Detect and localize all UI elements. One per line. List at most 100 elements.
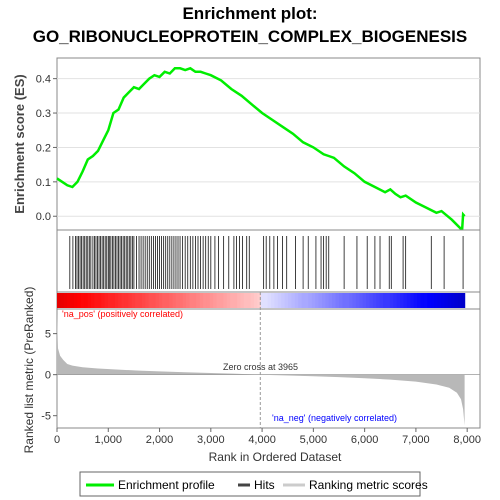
ranking-bar-segment — [70, 293, 75, 308]
x-tick-label: 7,000 — [402, 434, 430, 446]
es-tick-label: 0.4 — [36, 74, 51, 86]
ranking-bar-segment — [372, 293, 377, 308]
ranking-bar-segment — [359, 293, 364, 308]
ranking-bar-segment — [145, 293, 150, 308]
ranking-bar-segment — [220, 293, 225, 308]
ranking-bar-segment — [192, 293, 197, 308]
ranking-bar-segment — [84, 293, 89, 308]
ranking-bar-segment — [203, 293, 208, 308]
ranking-bar-segment — [383, 293, 388, 308]
ranking-bar-segment — [389, 293, 394, 308]
ranking-bar-segment — [138, 293, 143, 308]
legend-hits-label: Hits — [254, 478, 275, 492]
es-tick-label: 0.0 — [36, 211, 51, 223]
hit-lines — [69, 236, 464, 289]
x-tick-label: 1,000 — [95, 434, 123, 446]
neg-label: 'na_neg' (negatively correlated) — [272, 413, 397, 423]
ranking-bar-segment — [90, 293, 95, 308]
ranking-bar-segment — [94, 293, 99, 308]
ranking-bar-segment — [169, 293, 174, 308]
ranking-bar-segment — [294, 293, 299, 308]
ranking-bar-segment — [152, 293, 157, 308]
ranking-bar-segment — [332, 293, 337, 308]
ranking-bar-segment — [369, 293, 374, 308]
ranking-bar-segment — [413, 293, 418, 308]
ranking-bar-segment — [451, 293, 456, 308]
ranking-bar-segment — [172, 293, 177, 308]
ranking-bar-segment — [233, 293, 238, 308]
legend: Enrichment profile Hits Ranking metric s… — [79, 471, 428, 497]
ranking-bar-segment — [264, 293, 269, 308]
ranking-bar-segment — [128, 293, 133, 308]
ranking-bar-segment — [175, 293, 180, 308]
es-tick-label: 0.3 — [36, 108, 51, 120]
ranking-bar-segment — [165, 293, 170, 308]
ranking-bar-segment — [362, 293, 367, 308]
ranking-bar-segment — [250, 293, 255, 308]
ranking-bar-segment — [226, 293, 231, 308]
es-y-axis-label: Enrichment score (ES) — [12, 74, 27, 213]
ranking-bar-segment — [196, 293, 201, 308]
ranking-bar-segment — [118, 293, 123, 308]
ranking-bar-segment — [141, 293, 146, 308]
ranking-bar-segment — [430, 293, 435, 308]
ranking-bar-segment — [301, 293, 306, 308]
ranking-bar-segment — [403, 293, 408, 308]
x-tick-label: 6,000 — [351, 434, 379, 446]
ranking-bar-segment — [121, 293, 126, 308]
pos-label: 'na_pos' (positively correlated) — [62, 309, 183, 319]
ranking-bar-segment — [311, 293, 316, 308]
ranking-bar-segment — [461, 293, 466, 308]
ranking-bar-segment — [97, 293, 102, 308]
x-tick-label: 5,000 — [300, 434, 328, 446]
ranking-bar-segment — [315, 293, 320, 308]
ranking-bar-segment — [427, 293, 432, 308]
ranking-bar-segment — [277, 293, 282, 308]
ranking-bar-segment — [325, 293, 330, 308]
x-axis-label: Rank in Ordered Dataset — [209, 450, 342, 464]
ranking-bar-segment — [328, 293, 333, 308]
ranking-bar-segment — [60, 293, 65, 308]
ranking-bar-segment — [104, 293, 109, 308]
ranking-bar-segment — [349, 293, 354, 308]
ranking-bar-segment — [318, 293, 323, 308]
x-tick-label: 8,000 — [453, 434, 481, 446]
ranking-bar-segment — [342, 293, 347, 308]
ranking-bar-segment — [186, 293, 191, 308]
ranking-bar-segment — [254, 293, 259, 308]
ranking-bar-segment — [281, 293, 286, 308]
ranking-bar-segment — [148, 293, 153, 308]
ranking-bar-segment — [209, 293, 214, 308]
ranking-bar-segment — [434, 293, 439, 308]
ranking-bar-segment — [135, 293, 140, 308]
ranking-bar-segment — [308, 293, 313, 308]
ranking-bar-segment — [158, 293, 163, 308]
ranking-bar-segment — [355, 293, 360, 308]
ranking-bar-segment — [206, 293, 211, 308]
ranking-bar-segment — [298, 293, 303, 308]
es-panel — [56, 57, 481, 231]
ranking-bar-segment — [457, 293, 462, 308]
ranking-bar-segment — [423, 293, 428, 308]
ranking-bar-segment — [304, 293, 309, 308]
chart-title-line2: GO_RIBONUCLEOPROTEIN_COMPLEX_BIOGENESIS — [33, 27, 468, 46]
ranking-bar-segment — [77, 293, 82, 308]
ranking-bar-segment — [406, 293, 411, 308]
ranking-bar-segment — [179, 293, 184, 308]
ranking-bar-segment — [237, 293, 242, 308]
ranking-bar-segment — [270, 293, 275, 308]
es-tick-label: 0.2 — [36, 142, 51, 154]
es-gridlines — [57, 78, 480, 217]
ranking-bar-segment — [124, 293, 129, 308]
ranking-bar-segment — [420, 293, 425, 308]
ranking-bar-segment — [284, 293, 289, 308]
enrichment-profile-line — [56, 66, 466, 233]
ranking-bar-segment — [240, 293, 245, 308]
ranking-bar-segment — [335, 293, 340, 308]
ranking-bar-segment — [67, 293, 72, 308]
ranking-bar-segment — [366, 293, 371, 308]
ranking-bar-segment — [400, 293, 405, 308]
ranking-bar-segment — [396, 293, 401, 308]
x-axis-ticks: 0 1,000 2,000 3,000 4,000 5,000 6,000 7,000 8,00… — [54, 428, 481, 446]
ranking-bar-segment — [87, 293, 92, 308]
